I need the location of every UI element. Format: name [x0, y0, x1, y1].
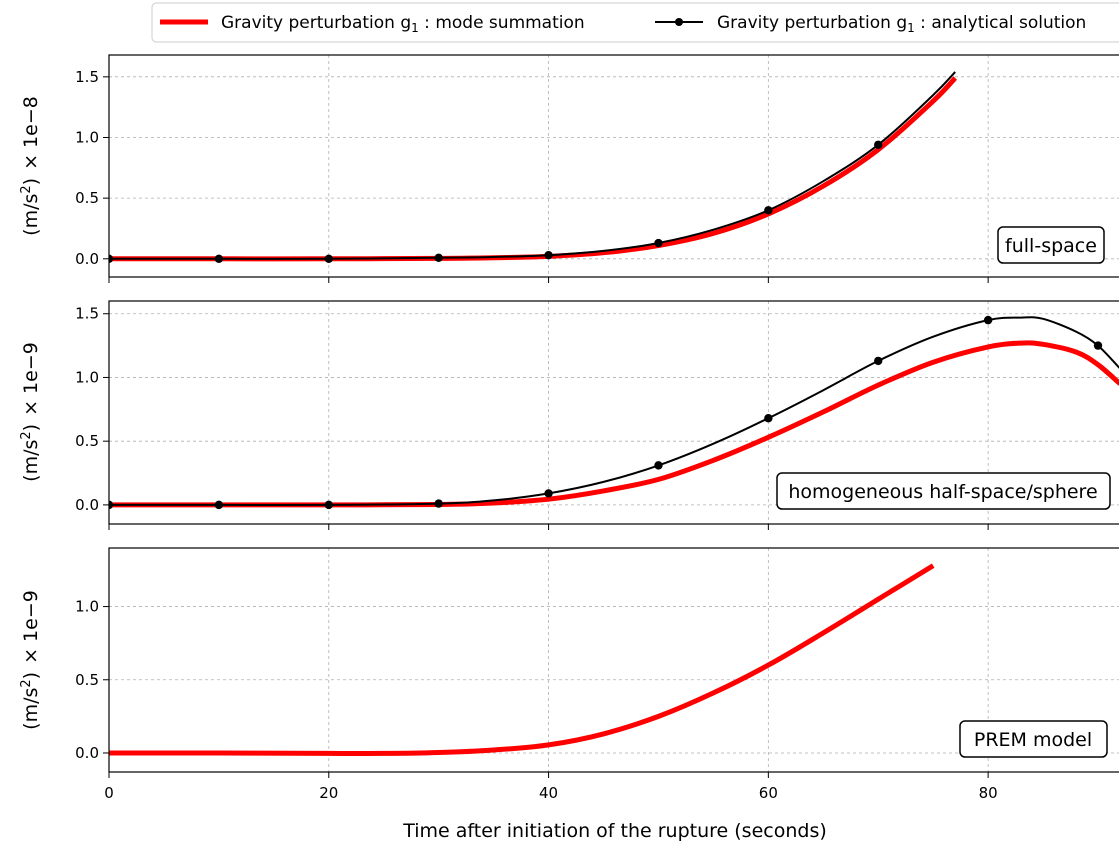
data-point-analytical-solution	[654, 461, 663, 470]
y-tick-label: 0.5	[75, 189, 99, 207]
data-point-analytical-solution	[214, 500, 224, 510]
series-markers	[109, 315, 1103, 510]
panel-label: full-space	[1005, 235, 1097, 257]
x-ticks	[108, 524, 989, 530]
legend-label-analytical-solution: Gravity perturbation g1 : analytical sol…	[717, 13, 1086, 35]
y-ticks: 0.0 0.5 1.0 1.5	[75, 68, 109, 268]
series-line-mode-summation	[109, 563, 935, 757]
data-point-analytical-solution	[544, 250, 553, 260]
series-line-analytical-solution	[109, 71, 956, 260]
series-line-analytical-solution	[109, 316, 1119, 506]
y-tick-label: 0.0	[75, 496, 99, 514]
panel-label: PREM model	[974, 729, 1092, 751]
x-tick-label: 40	[539, 784, 558, 802]
legend: Gravity perturbation g1 : mode summation…	[151, 2, 1119, 43]
series-markers	[109, 140, 883, 264]
panel-label-box: PREM model	[959, 720, 1108, 758]
panel-homogeneous-half-space: 0.0 0.5 1.0 1.5 (m/s2)× 1e−9 homogeneous ha…	[19, 300, 1119, 530]
y-ticks: 0.0 0.5 1.0	[75, 598, 109, 762]
axes-frame	[108, 54, 1119, 278]
series-lines	[109, 563, 935, 757]
series-line-mode-summation	[109, 76, 958, 262]
legend-marker-analytical-solution	[675, 18, 683, 26]
data-point-analytical-solution	[109, 500, 114, 510]
panel-label: homogeneous half-space/sphere	[788, 481, 1097, 503]
y-axis-label: (m/s2)× 1e−8	[19, 96, 42, 236]
y-tick-label: 1.0	[75, 368, 99, 386]
data-point-analytical-solution	[764, 206, 773, 215]
x-ticks	[108, 277, 989, 283]
data-point-analytical-solution	[654, 238, 663, 248]
series-lines	[109, 316, 1119, 508]
panel-full-space: 0.0 0.5 1.0 1.5 (m/s2)× 1e−8 full-space	[19, 54, 1119, 283]
data-point-analytical-solution	[544, 489, 553, 498]
axes-frame	[108, 300, 1119, 525]
y-tick-label: 0.0	[75, 744, 99, 762]
y-tick-label: 1.0	[75, 128, 99, 146]
x-tick-label: 20	[319, 784, 338, 802]
grid	[108, 55, 1119, 277]
panel-label-box: full-space	[997, 226, 1105, 264]
panel-label-box: homogeneous half-space/sphere	[776, 472, 1111, 510]
y-tick-label: 0.0	[75, 250, 99, 268]
data-point-analytical-solution	[983, 315, 993, 325]
data-point-analytical-solution	[324, 254, 333, 264]
data-point-analytical-solution	[874, 140, 883, 149]
x-ticks: 0 20 40 60 80	[104, 772, 998, 802]
panel-prem-model: 0.0 0.5 1.0 0 20 40 60 80 (m/s2)× 1e−9 PREM mo…	[19, 547, 1119, 842]
x-tick-label: 0	[104, 784, 114, 802]
y-axis-label: (m/s2)× 1e−9	[19, 342, 42, 482]
axes-frame	[108, 547, 1119, 773]
data-point-analytical-solution	[214, 254, 224, 264]
data-point-analytical-solution	[434, 253, 443, 263]
data-point-analytical-solution	[324, 500, 333, 510]
x-axis-label: Time after initiation of the rupture (se…	[402, 820, 827, 842]
data-point-analytical-solution	[434, 499, 443, 508]
data-point-analytical-solution	[874, 356, 883, 366]
y-tick-label: 1.0	[75, 598, 99, 616]
legend-frame	[151, 2, 1119, 43]
y-tick-label: 1.5	[75, 68, 99, 86]
data-point-analytical-solution	[109, 254, 114, 264]
data-point-analytical-solution	[764, 414, 773, 423]
x-tick-label: 60	[759, 784, 778, 802]
y-tick-label: 1.5	[75, 305, 99, 323]
x-tick-label: 80	[979, 784, 998, 802]
data-point-analytical-solution	[1093, 341, 1103, 350]
y-tick-label: 0.5	[75, 671, 99, 689]
series-lines	[109, 71, 958, 262]
y-axis-label: (m/s2)× 1e−9	[19, 590, 42, 730]
y-tick-label: 0.5	[75, 432, 99, 450]
legend-label-mode-summation: Gravity perturbation g1 : mode summation	[221, 13, 585, 35]
y-ticks: 0.0 0.5 1.0 1.5	[75, 305, 109, 514]
